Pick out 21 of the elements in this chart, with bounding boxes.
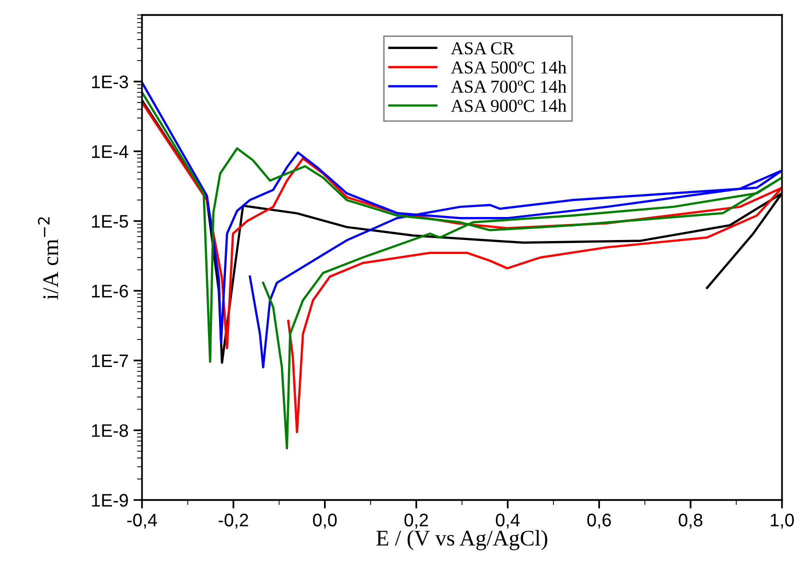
x-tick-label: 0,8 (678, 514, 702, 529)
x-axis-title: E / (V vs Ag/AgCl) (376, 530, 548, 550)
legend-label: ASA 500ºC 14h (450, 60, 566, 74)
y-tick-label: 1E-7 (92, 354, 128, 368)
legend-label: ASA 900ºC 14h (450, 99, 566, 112)
y-tick-label: 1E-9 (92, 494, 128, 507)
x-tick-label: 0,0 (313, 514, 337, 529)
x-tick-label: 1,0 (770, 514, 794, 529)
x-tick-label: -0,4 (127, 514, 158, 529)
y-tick-label: 1E-6 (92, 284, 128, 298)
x-tick-label: -0,2 (218, 514, 248, 529)
y-axis-title: i/A cm$^{−2}$ (38, 217, 58, 300)
x-tick-label: 0,4 (496, 514, 520, 529)
legend-label: ASA CR (450, 42, 514, 54)
x-tick-label: 0,6 (587, 514, 611, 529)
y-tick-label: 1E-3 (92, 75, 128, 88)
y-tick-label: 1E-4 (92, 145, 128, 158)
legend-label: ASA 700ºC 14h (450, 80, 566, 93)
x-tick-label: 0,2 (404, 514, 428, 529)
y-tick-label: 1E-8 (92, 424, 128, 437)
y-tick-label: 1E-5 (92, 215, 128, 228)
